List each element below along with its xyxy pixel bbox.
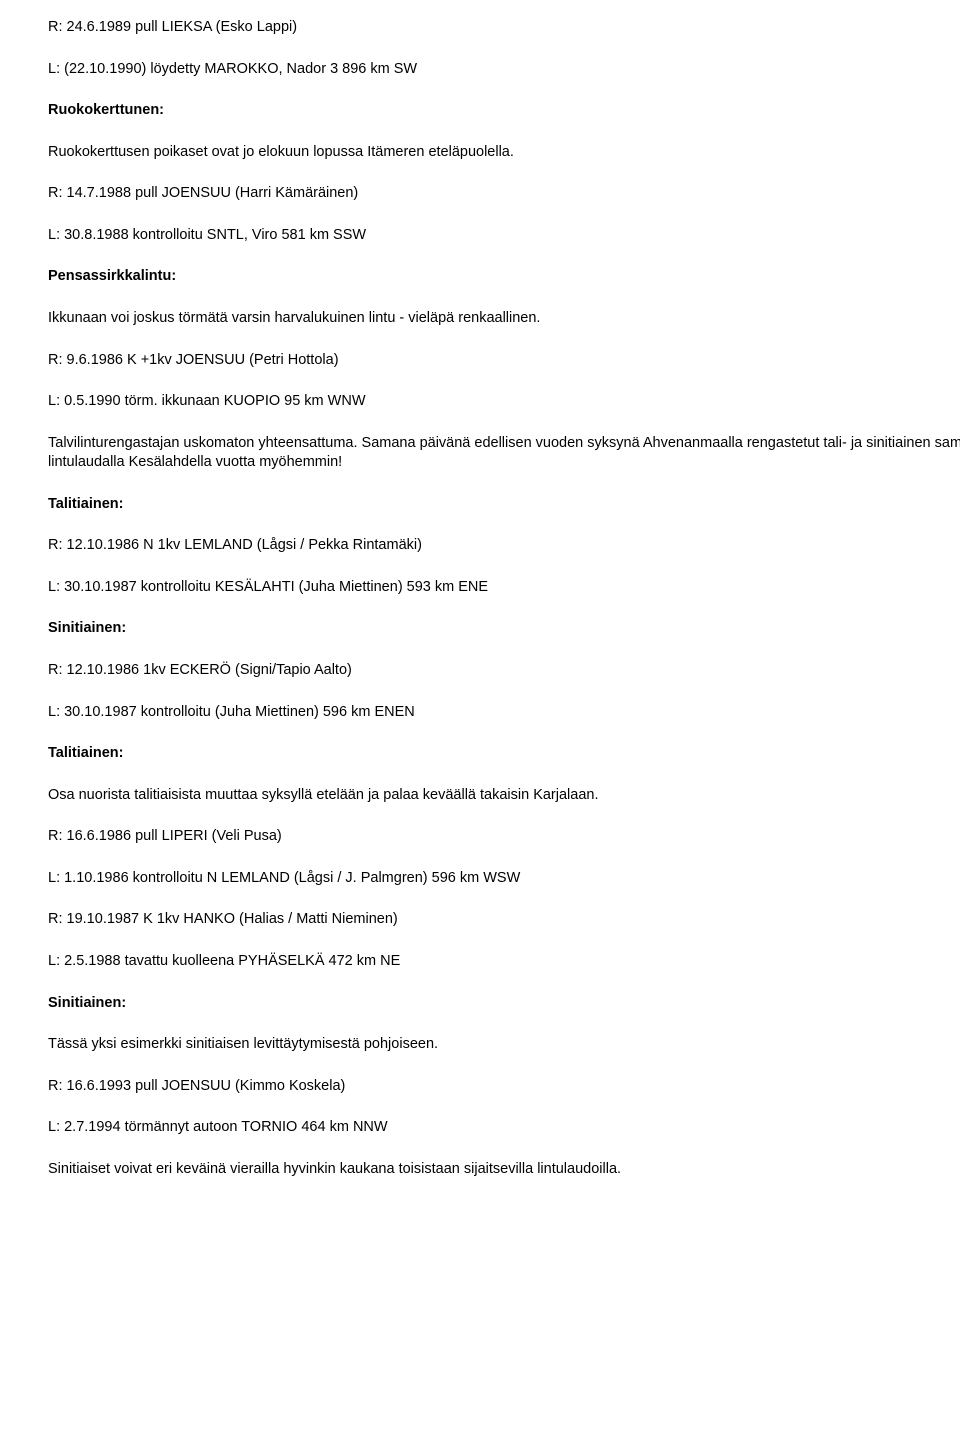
body-paragraph: R: 9.6.1986 K +1kv JOENSUU (Petri Hottol… <box>48 351 960 371</box>
document-body: R: 24.6.1989 pull LIEKSA (Esko Lappi) L: … <box>48 18 960 1179</box>
body-paragraph: R: 16.6.1986 pull LIPERI (Veli Pusa) <box>48 827 960 847</box>
body-paragraph: Ruokokerttusen poikaset ovat jo elokuun … <box>48 143 960 163</box>
body-paragraph: L: (22.10.1990) löydetty MAROKKO, Nador … <box>48 60 960 80</box>
section-heading: Pensassirkkalintu: <box>48 267 960 287</box>
body-paragraph: L: 30.10.1987 kontrolloitu (Juha Miettin… <box>48 703 960 723</box>
body-paragraph: L: 2.5.1988 tavattu kuolleena PYHÄSELKÄ … <box>48 952 960 972</box>
body-paragraph: R: 12.10.1986 1kv ECKERÖ (Signi/Tapio Aa… <box>48 661 960 681</box>
body-paragraph: L: 2.7.1994 törmännyt autoon TORNIO 464 … <box>48 1118 960 1138</box>
body-paragraph: R: 16.6.1993 pull JOENSUU (Kimmo Koskela… <box>48 1077 960 1097</box>
section-heading: Sinitiainen: <box>48 619 960 639</box>
body-paragraph: L: 1.10.1986 kontrolloitu N LEMLAND (Låg… <box>48 869 960 889</box>
body-paragraph: L: 30.10.1987 kontrolloitu KESÄLAHTI (Ju… <box>48 578 960 598</box>
section-heading: Talitiainen: <box>48 744 960 764</box>
body-paragraph: Sinitiaiset voivat eri keväinä vierailla… <box>48 1160 960 1180</box>
body-paragraph: L: 0.5.1990 törm. ikkunaan KUOPIO 95 km … <box>48 392 960 412</box>
body-paragraph: R: 24.6.1989 pull LIEKSA (Esko Lappi) <box>48 18 960 38</box>
body-paragraph: R: 12.10.1986 N 1kv LEMLAND (Lågsi / Pek… <box>48 536 960 556</box>
body-paragraph: R: 19.10.1987 K 1kv HANKO (Halias / Matt… <box>48 910 960 930</box>
section-heading: Sinitiainen: <box>48 994 960 1014</box>
body-paragraph: L: 30.8.1988 kontrolloitu SNTL, Viro 581… <box>48 226 960 246</box>
body-paragraph: R: 14.7.1988 pull JOENSUU (Harri Kämäräi… <box>48 184 960 204</box>
body-paragraph: Talvilinturengastajan uskomaton yhteensa… <box>48 434 960 473</box>
section-heading: Talitiainen: <box>48 495 960 515</box>
section-heading: Ruokokerttunen: <box>48 101 960 121</box>
body-paragraph: Ikkunaan voi joskus törmätä varsin harva… <box>48 309 960 329</box>
body-paragraph: Tässä yksi esimerkki sinitiaisen levittä… <box>48 1035 960 1055</box>
body-paragraph: Osa nuorista talitiaisista muuttaa syksy… <box>48 786 960 806</box>
